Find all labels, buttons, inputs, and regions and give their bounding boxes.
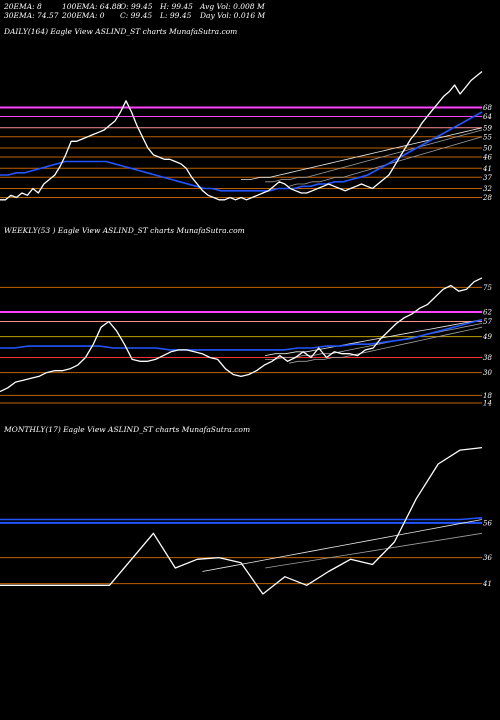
level-label-2-2: 41 <box>482 580 492 588</box>
stat-high: H: 99.45 <box>160 2 193 11</box>
weekly-panel-title: WEEKLY(53 ) Eagle View ASLIND_ST charts … <box>4 226 245 235</box>
level-label-0-4: 50 <box>483 145 492 153</box>
ema-gray1-line-0 <box>265 129 483 183</box>
ema-blue-line-1 <box>0 318 483 351</box>
stat-20ema: 20EMA: 8 <box>4 2 42 11</box>
ema-white-line-0 <box>241 127 483 180</box>
ema-gray2-line-1 <box>289 326 483 364</box>
level-label-0-2: 59 <box>483 124 492 132</box>
ema-gray2-line-0 <box>289 136 483 187</box>
level-label-1-6: 18 <box>483 392 492 400</box>
level-label-1-3: 49 <box>482 333 492 341</box>
stat-open: O: 99.45 <box>120 2 153 11</box>
level-label-1-7: 14 <box>483 399 492 407</box>
stat-low: L: 99.45 <box>160 11 192 20</box>
stat-close: C: 99.45 <box>120 11 153 20</box>
level-label-0-8: 32 <box>483 185 492 193</box>
level-label-0-1: 64 <box>483 113 492 121</box>
stat-day-vol: Day Vol: 0.016 M <box>200 11 266 20</box>
daily-panel-title: DAILY(164) Eagle View ASLIND_ST charts M… <box>4 27 238 36</box>
level-label-0-0: 68 <box>483 104 492 112</box>
level-label-0-6: 41 <box>482 165 492 173</box>
price-line-0 <box>0 70 483 201</box>
level-label-1-1: 62 <box>483 309 492 317</box>
ema-gray1-line-1 <box>265 323 483 360</box>
ema-white-line-1 <box>265 319 483 356</box>
level-label-1-0: 75 <box>483 284 492 292</box>
stat-200ema: 200EMA: 0 <box>62 11 105 20</box>
price-line-2 <box>0 446 483 595</box>
stat-30ema: 30EMA: 74.57 <box>4 11 59 20</box>
ema-blue-line-0 <box>0 111 483 192</box>
level-label-0-3: 55 <box>483 133 492 141</box>
stat-avg-vol: Avg Vol: 0.008 M <box>200 2 265 11</box>
price-line-1 <box>0 277 483 393</box>
level-label-1-2: 57 <box>483 318 492 326</box>
level-label-1-5: 30 <box>483 369 492 377</box>
ema-white-line-2 <box>202 519 483 572</box>
level-label-2-1: 36 <box>483 554 492 562</box>
level-label-0-9: 28 <box>482 194 492 202</box>
monthly-panel-title: MONTHLY(17) Eagle View ASLIND_ST charts … <box>4 425 251 434</box>
level-label-2-0: 56 <box>483 519 492 527</box>
ema-blue-line-2 <box>0 516 483 521</box>
level-label-0-5: 46 <box>482 154 492 162</box>
stat-100ema: 100EMA: 64.88 <box>62 2 122 11</box>
ema-gray1-line-2 <box>265 532 483 569</box>
level-label-1-4: 38 <box>483 354 492 362</box>
level-label-0-7: 37 <box>483 174 492 182</box>
